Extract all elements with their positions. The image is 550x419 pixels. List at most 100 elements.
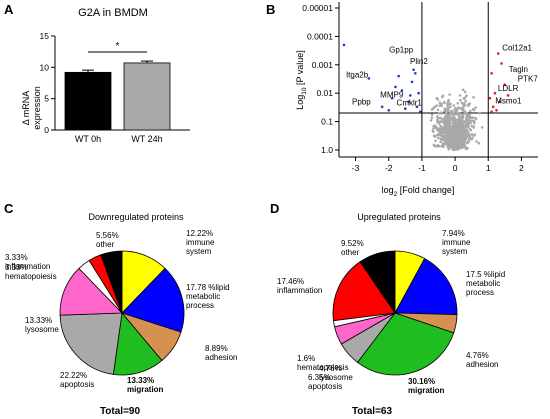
volcano-point bbox=[442, 145, 445, 148]
volcano-point bbox=[456, 118, 460, 121]
pie-slice-label: lysosome bbox=[319, 373, 353, 382]
volcano-point bbox=[440, 125, 443, 129]
volcano-point bbox=[435, 115, 439, 118]
volcano-point bbox=[461, 133, 464, 136]
pie-slice bbox=[359, 250, 396, 315]
volcano-point bbox=[467, 103, 470, 106]
volcano-point bbox=[459, 143, 463, 146]
volcano-point bbox=[450, 109, 453, 113]
volcano-y-tick-label: 1.0 bbox=[321, 145, 333, 155]
volcano-point bbox=[444, 112, 448, 115]
volcano-point bbox=[439, 116, 442, 120]
volcano-point bbox=[463, 127, 466, 130]
volcano-point bbox=[454, 118, 457, 121]
volcano-point-down bbox=[342, 43, 346, 47]
volcano-point-down bbox=[414, 72, 417, 75]
volcano-point bbox=[448, 123, 451, 126]
pie-slice bbox=[332, 261, 396, 322]
volcano-point bbox=[430, 116, 434, 120]
volcano-plot: 0.00001 0.0001 0.001 0.01 0.1 1.0 -3 -2 -1 0 1 2 Co… bbox=[295, 2, 538, 198]
pie-slice-label: 8.89% bbox=[205, 344, 228, 353]
volcano-point-up bbox=[490, 110, 493, 114]
volcano-point bbox=[465, 94, 468, 98]
volcano-point bbox=[439, 128, 443, 132]
pie-slice-label: 12.22% bbox=[186, 229, 213, 238]
volcano-ylabel: Log10 [P value] bbox=[295, 50, 308, 110]
volcano-point bbox=[451, 142, 454, 145]
volcano-point bbox=[446, 144, 450, 147]
volcano-point bbox=[461, 130, 465, 134]
volcano-point bbox=[465, 128, 469, 131]
bar-ylabel-line1: Δ mRNA bbox=[21, 91, 31, 126]
pie-slice-label: migration bbox=[127, 385, 164, 394]
bar bbox=[123, 62, 171, 131]
gene-label: LDLR bbox=[498, 84, 519, 93]
pie-slice-label: 17.46% bbox=[277, 277, 304, 286]
volcano-point bbox=[473, 120, 476, 123]
pie-slice-label: apoptosis bbox=[308, 382, 342, 391]
bar-category-label: WT 24h bbox=[131, 134, 162, 144]
volcano-point bbox=[438, 120, 441, 124]
pie-slice-label: hematopoiesis bbox=[5, 272, 57, 281]
pie-slice-label: 4.76% bbox=[319, 364, 342, 373]
volcano-point bbox=[448, 115, 451, 119]
volcano-point bbox=[448, 105, 452, 109]
bar-category-label: WT 0h bbox=[75, 134, 101, 144]
volcano-point bbox=[436, 108, 440, 112]
volcano-point bbox=[463, 110, 467, 114]
pie-slice-label: 4.76% bbox=[466, 351, 489, 360]
gene-label: Tagln bbox=[509, 65, 528, 74]
volcano-point bbox=[465, 135, 469, 138]
volcano-point bbox=[443, 135, 446, 139]
volcano-point bbox=[463, 96, 467, 100]
gene-label: PTK7 bbox=[518, 74, 539, 83]
pie-slice-label: lysosome bbox=[25, 325, 59, 334]
pie-slice-label: 17.5 %lipid bbox=[466, 270, 505, 279]
volcano-point bbox=[448, 126, 451, 130]
pie-slice bbox=[59, 312, 123, 375]
volcano-point bbox=[452, 104, 456, 107]
volcano-point bbox=[465, 116, 468, 120]
pie-slice-label: adhesion bbox=[205, 353, 237, 362]
volcano-point bbox=[432, 143, 436, 147]
volcano-point bbox=[448, 132, 452, 136]
volcano-point bbox=[470, 133, 474, 136]
volcano-x-tick-label: -3 bbox=[352, 163, 360, 173]
volcano-x-tick-label: -1 bbox=[418, 163, 426, 173]
volcano-point bbox=[433, 135, 437, 138]
volcano-point bbox=[450, 125, 453, 128]
bar-chart-title: G2A in BMDM bbox=[78, 7, 148, 19]
volcano-point bbox=[432, 124, 436, 128]
pie-slice bbox=[100, 250, 123, 314]
bar bbox=[64, 71, 112, 131]
volcano-x-tick-label: -2 bbox=[385, 163, 393, 173]
volcano-point bbox=[454, 145, 457, 149]
volcano-point-up bbox=[503, 83, 507, 86]
volcano-point bbox=[461, 123, 465, 126]
volcano-point-down bbox=[417, 91, 420, 95]
volcano-point bbox=[451, 127, 454, 131]
volcano-point-up bbox=[490, 72, 493, 75]
volcano-point bbox=[432, 130, 435, 134]
volcano-point bbox=[448, 142, 452, 146]
volcano-point bbox=[458, 107, 461, 110]
volcano-point bbox=[440, 95, 444, 99]
pie-slice-label: 3.33% bbox=[5, 263, 28, 272]
volcano-point bbox=[472, 134, 476, 138]
volcano-point bbox=[461, 88, 465, 92]
volcano-point-up bbox=[506, 94, 510, 97]
volcano-point bbox=[469, 109, 472, 113]
gene-label: Gp1pp bbox=[389, 45, 414, 54]
volcano-point bbox=[457, 128, 460, 132]
panel-label-a: A bbox=[4, 2, 14, 17]
pie-slice-label: other bbox=[341, 248, 360, 257]
pie-up-title: Upregulated proteins bbox=[357, 212, 441, 222]
volcano-point bbox=[470, 124, 474, 128]
volcano-point bbox=[435, 96, 439, 100]
gene-label: Plin2 bbox=[410, 57, 428, 66]
volcano-point bbox=[467, 121, 470, 124]
pie-slice-label: 13.33% bbox=[25, 316, 52, 325]
volcano-x-tick-label: 1 bbox=[486, 163, 491, 173]
volcano-point bbox=[435, 126, 439, 130]
pie-slice-label: 7.94% bbox=[442, 229, 465, 238]
